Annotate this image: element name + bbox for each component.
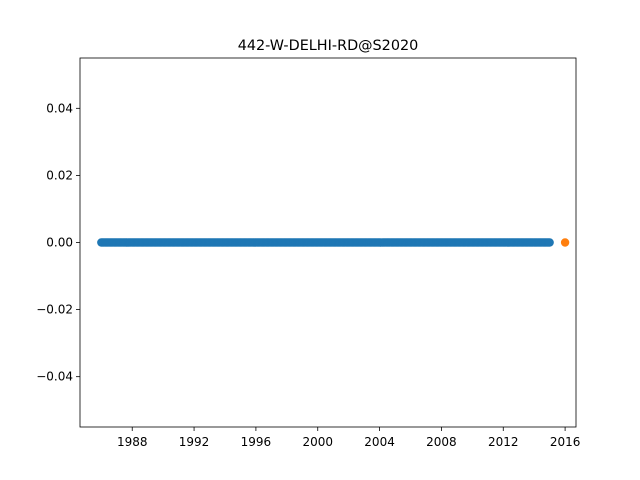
series-1-point	[560, 238, 570, 247]
x-tick-label: 1992	[179, 435, 210, 449]
axes: 1988 1992 1996 2000 2004 2008 2012 2016 −0.04 −0.…	[36, 101, 580, 449]
plot-area-frame	[79, 57, 577, 428]
x-tick-label: 1988	[117, 435, 148, 449]
x-tick-label: 2012	[488, 435, 519, 449]
data-marks	[97, 238, 570, 247]
y-tick-label: 0.02	[46, 168, 73, 182]
x-tick-label: 2016	[550, 435, 581, 449]
x-tick-label: 1996	[241, 435, 272, 449]
y-tick-label: −0.04	[36, 370, 73, 384]
x-tick-label: 2004	[364, 435, 395, 449]
y-tick-label: −0.02	[36, 303, 73, 317]
y-tick-label: 0.04	[46, 101, 73, 115]
chart-title: 442-W-DELHI-RD@S2020	[238, 38, 419, 54]
series-0-point	[545, 238, 554, 247]
y-tick-label: 0.00	[46, 236, 73, 250]
x-tick-label: 2008	[426, 435, 457, 449]
x-tick-label: 2000	[302, 435, 333, 449]
